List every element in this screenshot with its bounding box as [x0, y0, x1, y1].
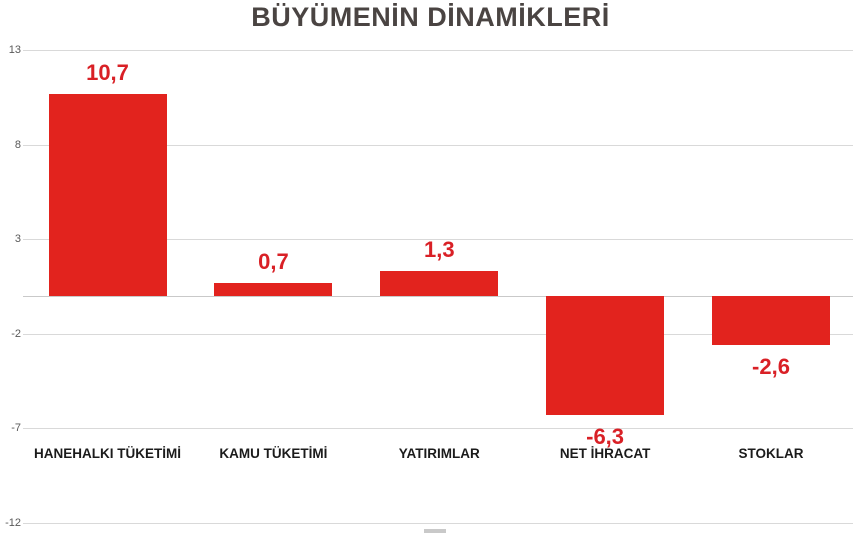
- y-tick-label--2: -2: [11, 327, 21, 340]
- bar-stoklar: [712, 296, 830, 346]
- value-label-net-ihracat: -6,3: [586, 424, 625, 450]
- category-label-hanehalki-tuketimi: HANEHALKI TÜKETİMİ: [34, 446, 181, 461]
- y-tick-label-8: 8: [14, 138, 21, 151]
- gridline--2: [23, 333, 853, 335]
- gridline-13: [23, 50, 853, 52]
- y-tick-label-13: 13: [8, 44, 21, 57]
- gridline--7: [23, 428, 853, 430]
- value-label-stoklar: -2,6: [752, 354, 790, 380]
- gridline-8: [23, 144, 853, 146]
- gridline-3: [23, 239, 853, 241]
- bar-kamu-tuketimi: [214, 282, 333, 296]
- category-label-net-ihracat: NET İHRACAT: [559, 446, 651, 461]
- category-label-yatirimlar: YATIRIMLAR: [398, 446, 480, 461]
- gridline--12: [23, 522, 853, 524]
- zero-axis-line: [23, 296, 853, 297]
- value-label-yatirimlar: 1,3: [424, 237, 455, 263]
- bar-net-ihracat: [546, 296, 665, 416]
- bar-yatirimlar: [380, 271, 499, 296]
- legend-stub: [424, 529, 446, 533]
- y-tick-label-3: 3: [14, 233, 21, 246]
- value-label-hanehalki-tuketimi: 10,7: [86, 59, 129, 85]
- y-tick-label--7: -7: [11, 422, 21, 435]
- chart-title: BÜYÜMENİN DİNAMİKLERİ: [251, 2, 610, 32]
- bar-hanehalki-tuketimi: [48, 93, 167, 296]
- category-label-kamu-tuketimi: KAMU TÜKETİMİ: [219, 446, 328, 461]
- category-label-stoklar: STOKLAR: [738, 446, 804, 461]
- y-tick-label--12: -12: [5, 516, 21, 529]
- value-label-kamu-tuketimi: 0,7: [258, 248, 289, 274]
